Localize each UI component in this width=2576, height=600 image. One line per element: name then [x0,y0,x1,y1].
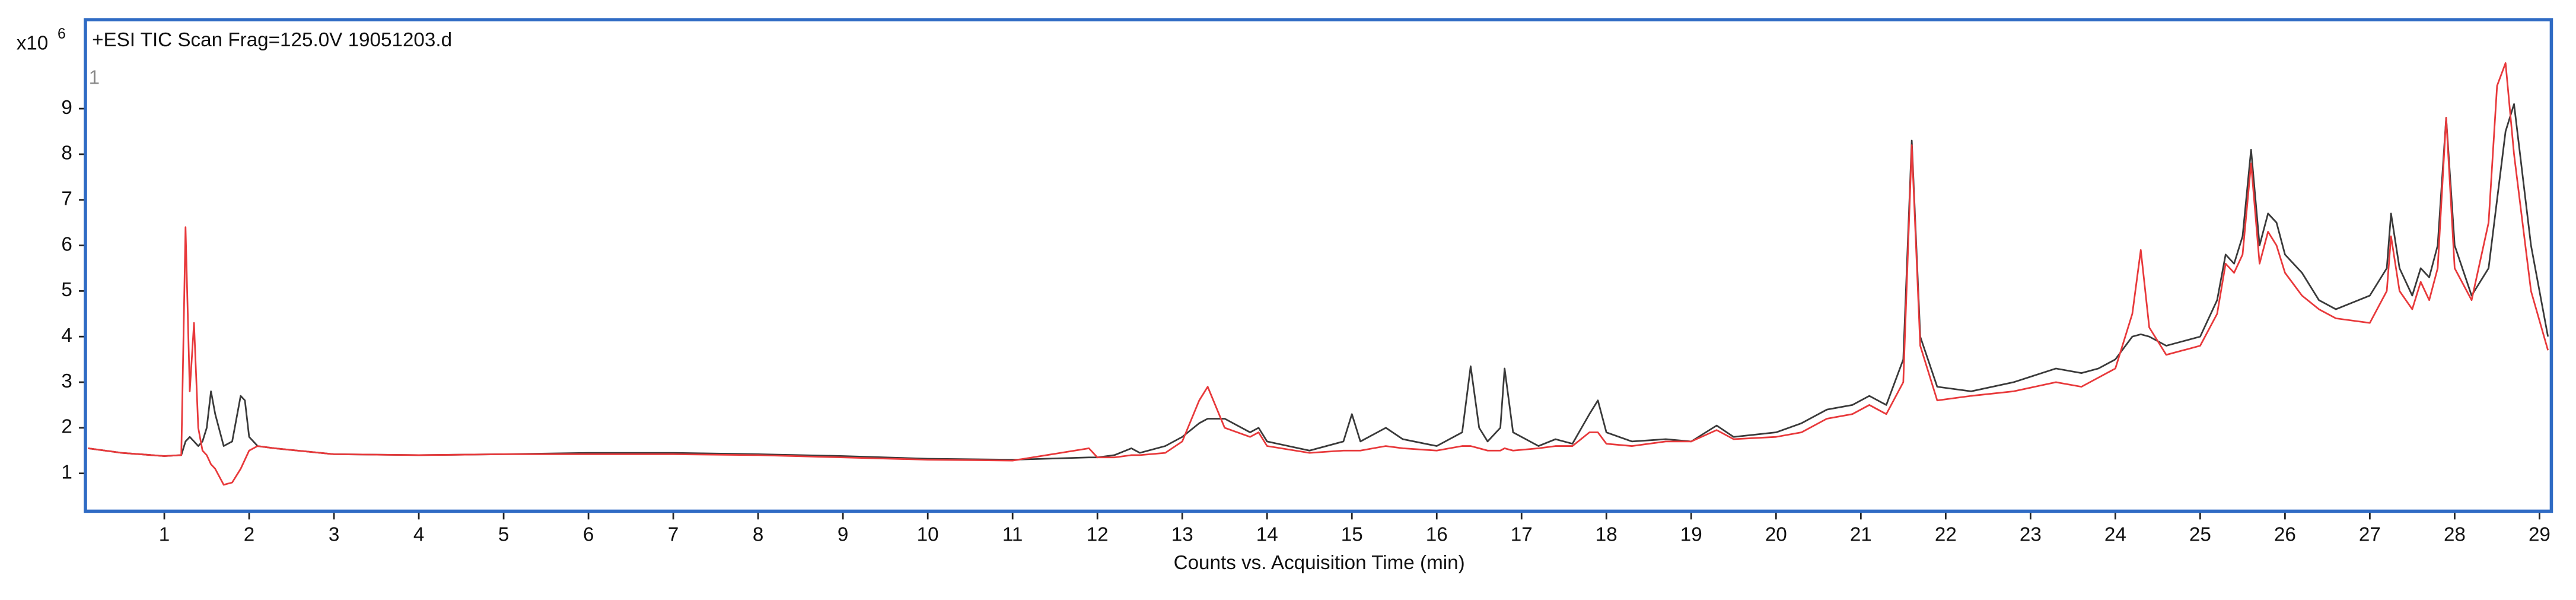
x-tick-label: 6 [583,524,594,546]
x-tick-label: 12 [1087,524,1109,546]
trace-line [88,62,2549,486]
x-tick-label: 14 [1256,524,1278,546]
x-tick-label: 11 [1002,524,1023,546]
x-tick-label: 22 [1935,524,1957,546]
x-tick-label: 7 [668,524,679,546]
x-tick-label: 19 [1680,524,1702,546]
x-tick-label: 10 [917,524,939,546]
x-tick-label: 29 [2529,524,2550,546]
x-tick-label: 21 [1850,524,1872,546]
trace-label: 1 [89,67,100,89]
x-tick-label: 8 [753,524,763,546]
x-tick-label: 23 [2020,524,2042,546]
y-tick-label: 6 [61,233,72,255]
plot-frame [84,18,2553,513]
x-tick-label: 1 [159,524,170,546]
y-tick-label: 1 [61,461,72,483]
x-tick-label: 13 [1171,524,1193,546]
x-tick-label: 3 [329,524,339,546]
x-tick-label: 18 [1596,524,1617,546]
x-tick-label: 15 [1341,524,1363,546]
y-tick-label: 4 [61,325,72,347]
x-tick-label: 20 [1765,524,1787,546]
x-tick-label: 2 [244,524,254,546]
y-multiplier: x10 [17,33,49,55]
x-tick-label: 17 [1511,524,1533,546]
x-tick-label: 5 [498,524,509,546]
x-tick-label: 16 [1426,524,1448,546]
x-tick-label: 24 [2104,524,2126,546]
x-tick-label: 25 [2189,524,2211,546]
chart-title: +ESI TIC Scan Frag=125.0V 19051203.d [92,29,452,51]
x-axis-label: Counts vs. Acquisition Time (min) [1174,552,1465,574]
x-tick-label: 28 [2444,524,2466,546]
x-tick-label: 4 [413,524,424,546]
y-tick-label: 5 [61,279,72,301]
x-tick-label: 27 [2359,524,2381,546]
trace-line [88,103,2549,461]
y-tick-label: 7 [61,188,72,209]
y-tick-label: 9 [61,97,72,119]
x-tick-label: 26 [2274,524,2296,546]
y-tick-label: 3 [61,370,72,392]
y-tick-label: 8 [61,142,72,164]
y-exponent: 6 [58,26,66,42]
x-tick-label: 9 [838,524,848,546]
y-tick-label: 2 [61,416,72,438]
